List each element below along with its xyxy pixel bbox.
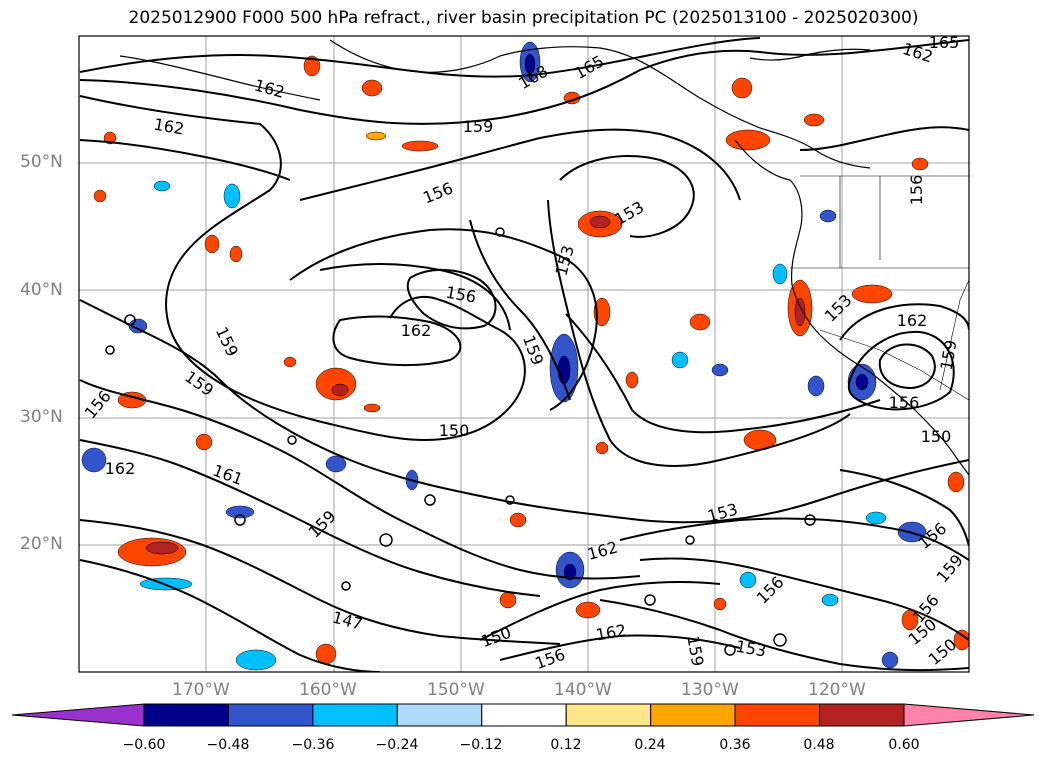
gridlines [79, 36, 969, 672]
colorbar-bin [227, 703, 314, 727]
lat-label-40n: 40°N [20, 280, 63, 300]
lon-label-160w: 160°W [299, 680, 357, 700]
contour-label: 150 [921, 427, 952, 446]
contour-label: 162 [401, 321, 432, 340]
colorbar-tick: 0.48 [803, 737, 835, 753]
political-borders [790, 175, 969, 401]
colorbar-bin [312, 703, 398, 727]
refractivity-contours [79, 37, 969, 672]
contour-label: 165 [929, 33, 960, 52]
colorbar-bin [396, 703, 483, 727]
colorbar-tick: 0.60 [888, 737, 920, 753]
lat-label-50n: 50°N [20, 152, 63, 172]
contour-label: 162 [105, 459, 136, 478]
lon-label-170w: 170°W [172, 680, 230, 700]
colorbar-tick: −0.12 [459, 737, 503, 753]
colorbar-tick: 0.12 [550, 737, 582, 753]
lon-label-140w: 140°W [554, 680, 612, 700]
colorbar-bin [481, 703, 567, 727]
colorbar-tick: 0.24 [634, 737, 666, 753]
colorbar-tick: 0.36 [719, 737, 751, 753]
map-frame [78, 35, 970, 673]
contour-label: 156 [907, 175, 926, 206]
lon-label-120w: 120°W [808, 680, 866, 700]
lat-label-20n: 20°N [20, 534, 63, 554]
colorbar [11, 703, 1035, 727]
colorbar-bin [819, 703, 905, 727]
contour-fragments [105, 227, 816, 656]
lat-label-30n: 30°N [20, 407, 63, 427]
colorbar-tick: −0.48 [206, 737, 250, 753]
colorbar-over-arrow [903, 703, 1035, 727]
map-title: 2025012900 F000 500 hPa refract., river … [128, 8, 919, 28]
contour-label: 150 [439, 421, 470, 440]
lon-label-130w: 130°W [681, 680, 739, 700]
colorbar-bin [650, 703, 736, 727]
contour-label: 162 [897, 311, 928, 330]
contour-label: 156 [889, 393, 920, 412]
lon-label-150w: 150°W [427, 680, 485, 700]
colorbar-tick: −0.24 [375, 737, 419, 753]
colorbar-tick: −0.60 [122, 737, 166, 753]
colorbar-bin [143, 703, 229, 727]
colorbar-tick: −0.36 [291, 737, 335, 753]
colorbar-under-arrow [11, 703, 145, 727]
contour-label: 159 [463, 117, 494, 136]
colorbar-bin [565, 703, 652, 727]
colorbar-bin [734, 703, 821, 727]
